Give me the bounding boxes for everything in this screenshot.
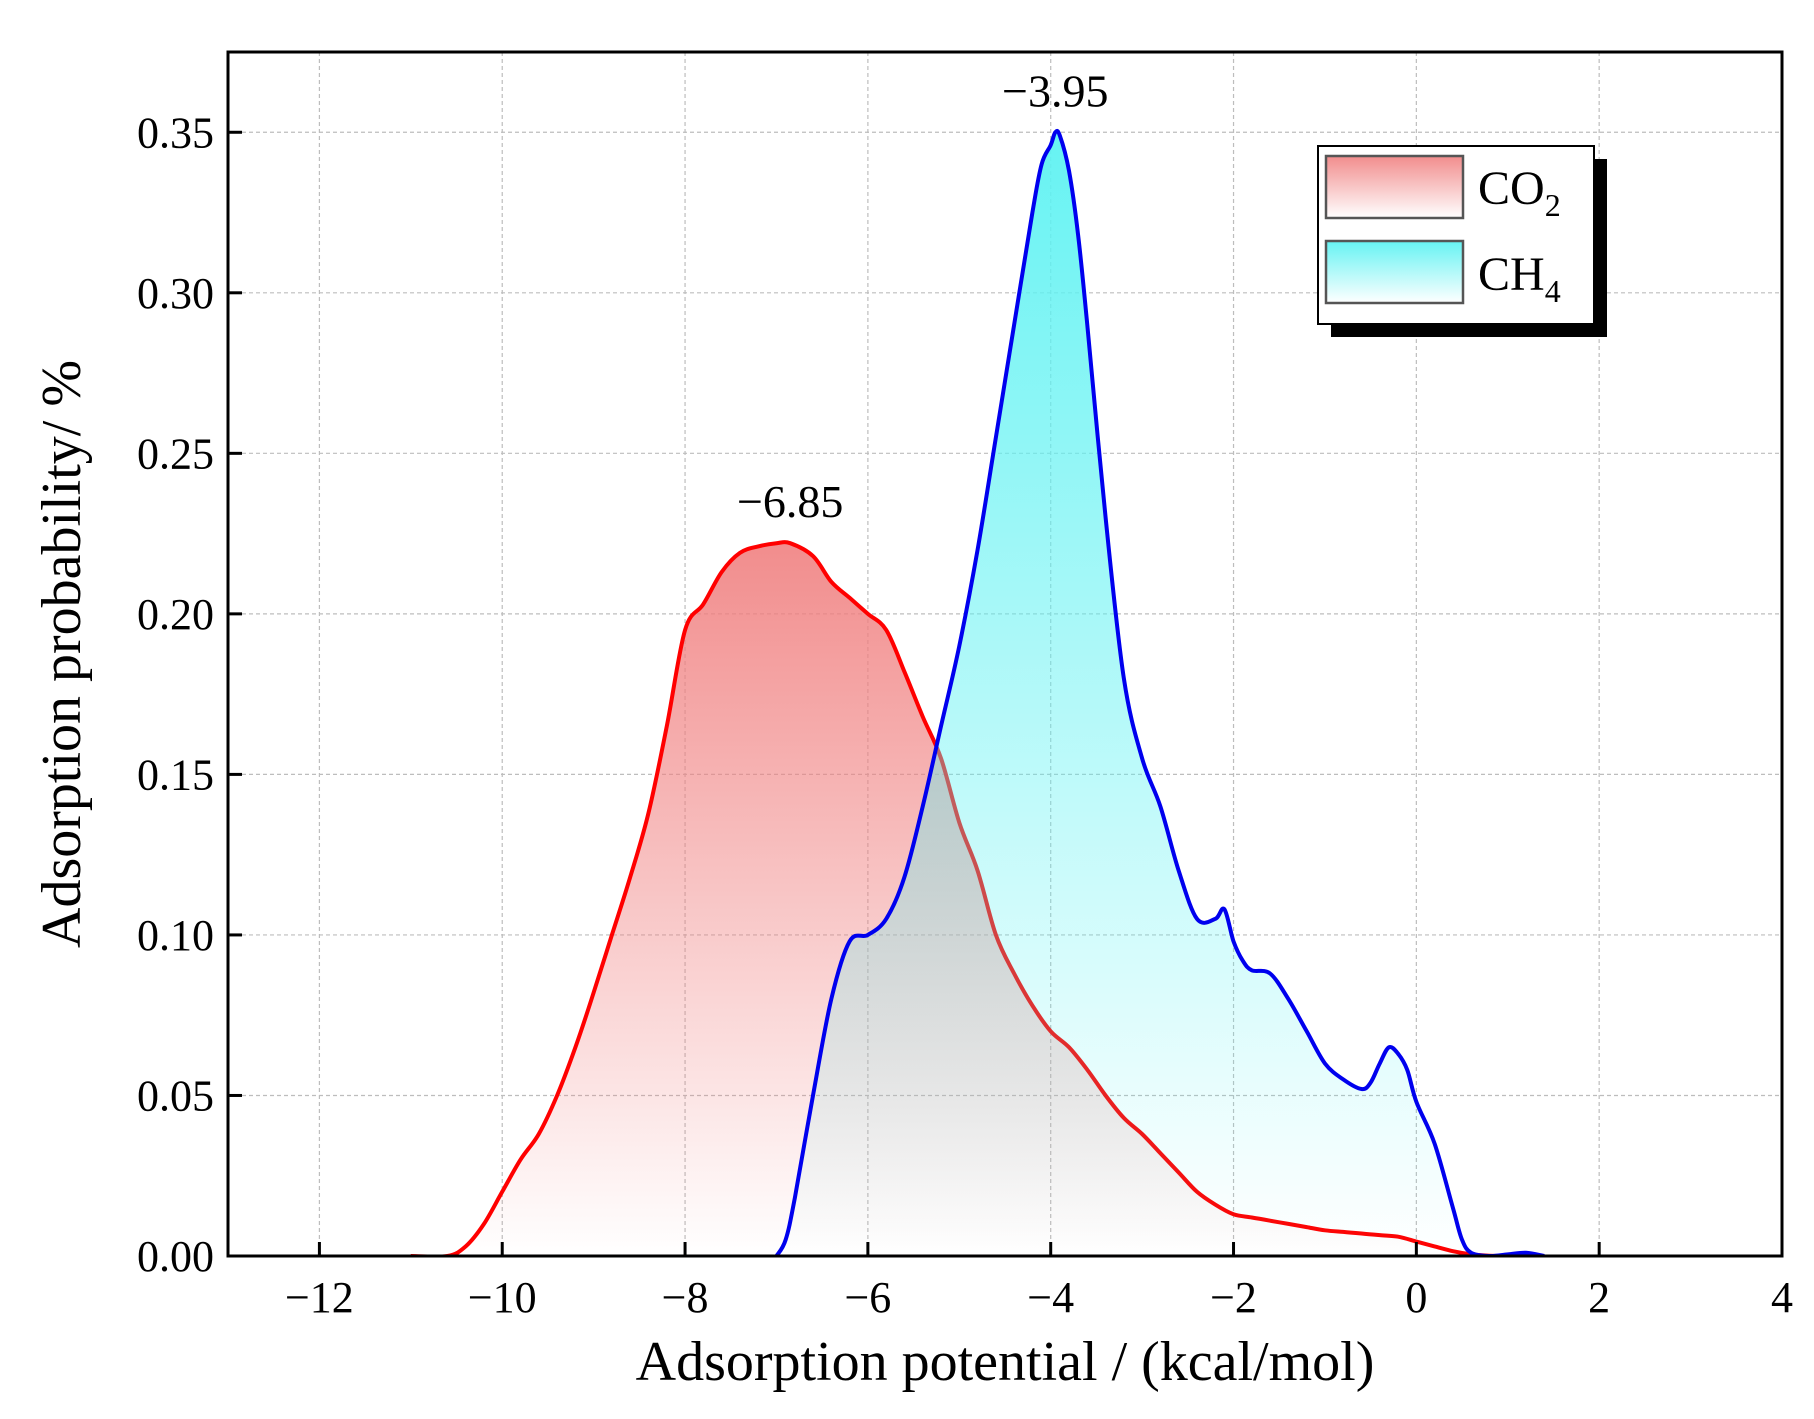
x-tick-label-3: −6 [844, 1273, 891, 1322]
legend-label-ch4-name: CH [1478, 248, 1545, 301]
legend-swatch-ch4 [1324, 239, 1465, 305]
peak-label-1: −3.95 [1002, 65, 1108, 116]
plot-frame [226, 50, 1784, 1258]
area-ch4 [776, 130, 1545, 1256]
y-axis-title: Adsorption probability/ % [31, 360, 93, 948]
legend: CO2 CH4 [1317, 145, 1607, 337]
x-tick-label-7: 2 [1588, 1273, 1610, 1322]
x-tick-label-0: −12 [285, 1273, 354, 1322]
y-tick-label-0: 0.00 [137, 1232, 214, 1281]
legend-label-co2: CO2 [1478, 162, 1561, 223]
series-areas [410, 128, 1545, 1256]
legend-label-ch4-sub: 4 [1545, 273, 1561, 309]
legend-label-co2-sub: 2 [1545, 187, 1561, 223]
legend-swatch-co2 [1324, 154, 1465, 220]
x-tick-label-5: −2 [1210, 1273, 1257, 1322]
y-tick-label-7: 0.35 [137, 108, 214, 157]
y-tick-label-6: 0.30 [137, 269, 214, 318]
y-tick-label-1: 0.05 [137, 1071, 214, 1120]
tick-labels: −12 −10 −8 −6 −4 −2 0 2 4 0.00 0.05 0.10 0.15 0.20 0.2… [137, 108, 1793, 1322]
peak-label-0: −6.85 [737, 476, 843, 527]
x-tick-label-8: 4 [1771, 1273, 1793, 1322]
legend-entry-co2: CO2 [1324, 154, 1561, 223]
x-tick-label-4: −4 [1027, 1273, 1074, 1322]
legend-label-co2-name: CO [1478, 162, 1545, 215]
y-tick-label-4: 0.20 [137, 590, 214, 639]
peak-annotations: −6.85 −3.95 [737, 65, 1109, 527]
y-tick-label-3: 0.15 [137, 750, 214, 799]
x-tick-label-6: 0 [1405, 1273, 1427, 1322]
legend-label-ch4: CH4 [1478, 248, 1561, 309]
x-tick-label-1: −10 [468, 1273, 537, 1322]
line-ch4 [774, 128, 1545, 1256]
x-tick-label-2: −8 [662, 1273, 709, 1322]
axis-ticks [228, 130, 1784, 1258]
y-tick-label-2: 0.10 [137, 911, 214, 960]
legend-entry-ch4: CH4 [1324, 239, 1561, 309]
x-axis-title: Adsorption potential / (kcal/mol) [636, 1331, 1375, 1393]
y-tick-label-5: 0.25 [137, 429, 214, 478]
